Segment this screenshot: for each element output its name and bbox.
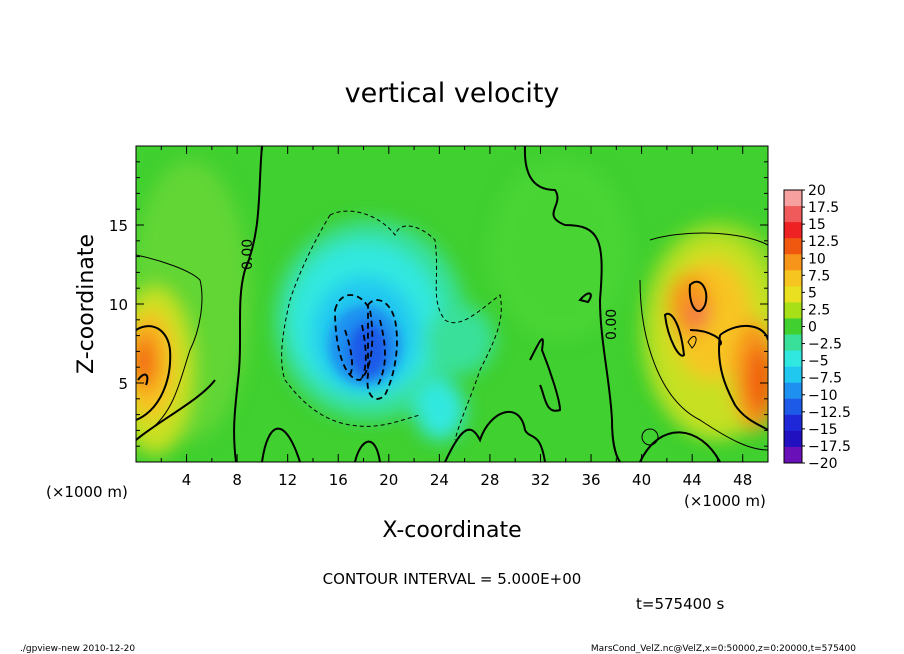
colorbar-label: 15 — [808, 217, 826, 233]
x-tick-label: 16 — [329, 471, 348, 489]
x-axis: 4 8 12 16 20 24 28 32 36 40 44 48 — [160, 146, 752, 489]
colorbar-swatch — [784, 190, 802, 207]
y-axis-title: Z-coordinate — [74, 234, 99, 374]
time-label: t=575400 s — [636, 595, 724, 613]
colorbar-swatch — [784, 334, 802, 352]
x-tick-label: 32 — [531, 471, 550, 489]
zero-contours — [136, 146, 721, 462]
y-tick-label: 10 — [109, 296, 128, 314]
colorbar-swatch — [784, 238, 802, 255]
colorbar-swatch — [784, 318, 802, 336]
colorbar-label: 17.5 — [808, 200, 839, 216]
x-tick-label: 24 — [430, 471, 449, 489]
right-updraft — [650, 235, 768, 435]
colorbar-label: −10 — [808, 388, 838, 404]
colorbar-swatch — [784, 254, 802, 271]
footer-right: MarsCond_VelZ.nc@VelZ,x=0:50000,z=0:2000… — [591, 644, 856, 654]
colorbar-label: 2.5 — [808, 302, 830, 318]
y-tick-label: 15 — [109, 217, 128, 235]
x-tick-label: 36 — [581, 471, 600, 489]
contour-label: 0.00 — [240, 239, 256, 270]
colorbar-label: −2.5 — [808, 337, 842, 353]
colorbar-label: 10 — [808, 251, 826, 267]
x-unit-left: (×1000 m) — [46, 483, 128, 501]
contour-labels: 0.00 0.00 — [240, 239, 620, 340]
x-tick-label: 8 — [232, 471, 242, 489]
footer-left: ./gpview-new 2010-12-20 — [20, 644, 135, 654]
left-updraft — [136, 285, 195, 455]
x-tick-label: 40 — [632, 471, 651, 489]
colorbar-swatch — [784, 286, 802, 303]
strong-negative-contours — [334, 294, 398, 400]
colorbar-label: −12.5 — [808, 405, 851, 421]
colorbar-swatch — [784, 446, 802, 464]
colorbar-swatch — [784, 366, 802, 384]
chart-title: vertical velocity — [345, 78, 560, 109]
colorbar-swatch — [784, 222, 802, 239]
negative-contours — [281, 210, 502, 441]
contour-label: 0.00 — [604, 309, 620, 340]
x-tick-label: 4 — [182, 471, 192, 489]
colorbar-label: 5 — [808, 285, 817, 301]
colorbar-swatch — [784, 414, 802, 432]
colorbar-label: −5 — [808, 354, 829, 370]
x-tick-label: 12 — [278, 471, 297, 489]
x-axis-title: X-coordinate — [382, 518, 521, 543]
colorbar-label: −20 — [808, 456, 838, 472]
colorbar-swatch — [784, 206, 802, 223]
colorbar-label: 0 — [808, 320, 817, 336]
colorbar-swatch — [784, 302, 802, 319]
y-axis: 5 10 15 — [109, 161, 768, 447]
colorbar-swatch — [784, 398, 802, 416]
colorbar-label: −15 — [808, 422, 838, 438]
colorbar-swatch — [784, 270, 802, 287]
contour-interval: CONTOUR INTERVAL = 5.000E+00 — [323, 570, 582, 588]
x-tick-label: 28 — [480, 471, 499, 489]
x-tick-label: 48 — [733, 471, 752, 489]
thin-contours — [136, 232, 768, 451]
colorbar-label: 12.5 — [808, 234, 839, 250]
x-tick-label: 20 — [379, 471, 398, 489]
y-tick-label: 5 — [118, 375, 128, 393]
x-tick-label: 44 — [683, 471, 702, 489]
plot-area: 0.00 0.00 — [136, 146, 768, 462]
colorbar-label: 20 — [808, 183, 826, 199]
positive-contours — [136, 280, 768, 431]
x-unit-right: (×1000 m) — [684, 492, 766, 510]
colorbar-label: −7.5 — [808, 371, 842, 387]
colorbar-swatch — [784, 350, 802, 368]
colorbar-label: −17.5 — [808, 439, 851, 455]
colorbar-label: 7.5 — [808, 268, 830, 284]
colorbar-swatch — [784, 430, 802, 448]
colorbar-swatch — [784, 382, 802, 400]
